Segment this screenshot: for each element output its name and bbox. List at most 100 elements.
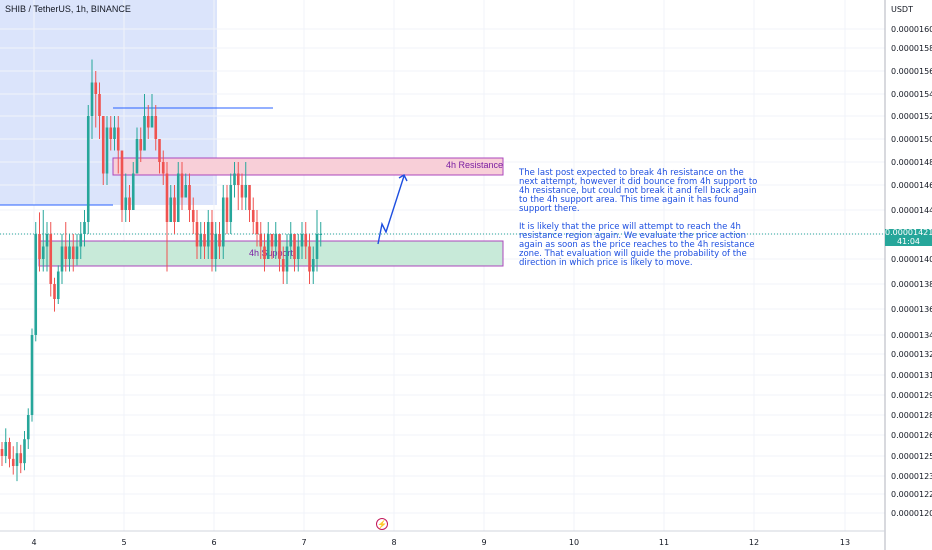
candle-body	[278, 234, 281, 259]
lightning-icon[interactable]: ⚡	[376, 518, 388, 530]
time-tick-label: 6	[211, 538, 216, 547]
price-tick-label: 0.00001222	[891, 490, 932, 499]
candle-body	[128, 197, 131, 210]
candle-body	[210, 222, 214, 259]
candle-body	[304, 234, 308, 247]
candle-body	[60, 246, 64, 272]
candle-body	[188, 185, 191, 210]
candle-body	[124, 197, 128, 210]
candle-body	[161, 162, 165, 174]
candle-body	[255, 222, 259, 234]
price-tick-label: 0.00001236	[891, 472, 932, 481]
candle-body	[41, 246, 45, 259]
candle-body	[203, 234, 206, 247]
resistance-label: 4h Resistance	[446, 160, 503, 170]
candle-body	[263, 246, 266, 259]
candle-body	[191, 210, 195, 222]
candle-body	[300, 234, 304, 247]
candle-body	[34, 234, 38, 335]
candle-body	[71, 246, 75, 259]
candle-body	[49, 234, 53, 284]
candle-body	[79, 234, 83, 247]
candle-body	[83, 222, 86, 234]
price-tick-label: 0.00001265	[891, 431, 932, 440]
last-price-tag: 0.00001421 41:04	[885, 228, 932, 246]
candle-body	[113, 127, 116, 139]
candle-body	[233, 173, 236, 185]
candle-body	[285, 246, 289, 272]
time-tick-label: 8	[391, 538, 396, 547]
candle-body	[251, 210, 255, 222]
candle-body	[109, 127, 113, 139]
price-tick-label: 0.00001209	[891, 509, 932, 518]
candle-body	[293, 234, 296, 259]
candle-body	[154, 116, 158, 139]
candle-body	[15, 453, 19, 466]
candle-body	[30, 335, 34, 415]
currency-label: USDT	[891, 5, 913, 14]
candle-body	[98, 94, 101, 116]
candle-body	[101, 116, 105, 174]
candle-body	[195, 222, 199, 247]
candle-body	[143, 116, 146, 151]
candle-body	[105, 127, 109, 174]
candle-body	[315, 234, 319, 259]
candle-body	[270, 234, 274, 247]
candle-body	[221, 197, 225, 247]
candle-body	[146, 116, 150, 128]
candle-body	[45, 234, 49, 247]
candle-body	[68, 246, 71, 259]
candle-body	[165, 173, 169, 222]
candle-body	[206, 222, 210, 247]
candle-body	[150, 116, 154, 128]
candle-body	[11, 458, 15, 466]
candle-body	[23, 439, 26, 464]
candle-body	[274, 234, 278, 247]
candle-body	[266, 234, 270, 259]
candle-body	[53, 284, 56, 299]
candle-body	[319, 234, 323, 235]
time-tick-label: 7	[301, 538, 306, 547]
note-paragraph-2: It is likely that the price will attempt…	[519, 222, 755, 268]
candle-body	[94, 82, 98, 94]
candle-body	[120, 150, 124, 210]
candle-body	[229, 185, 233, 222]
time-tick-label: 12	[749, 538, 759, 547]
candle-body	[8, 442, 11, 459]
candle-body	[19, 453, 23, 464]
candle-body	[116, 127, 120, 151]
candle-body	[214, 234, 218, 259]
candle-body	[281, 259, 285, 272]
candle-body	[240, 185, 244, 198]
last-price-value: 0.00001421	[885, 228, 932, 237]
time-tick-label: 4	[31, 538, 36, 547]
candle-body	[131, 173, 135, 210]
time-axis[interactable]: 4 5 6 7 8 9 10 11 12 13	[31, 538, 850, 547]
candle-body	[225, 197, 229, 222]
candle-body	[86, 116, 90, 222]
candle-body	[180, 173, 184, 198]
projection-arrow[interactable]	[377, 174, 408, 245]
candle-body	[169, 197, 173, 222]
candle-body	[75, 246, 79, 259]
candle-body	[26, 415, 30, 440]
candle-body	[184, 185, 188, 198]
candle-body	[259, 234, 263, 247]
candle-body	[135, 139, 139, 174]
time-tick-label: 13	[840, 538, 850, 547]
price-tick-label: 0.00001295	[891, 391, 932, 400]
resistance-zone[interactable]	[112, 157, 504, 176]
